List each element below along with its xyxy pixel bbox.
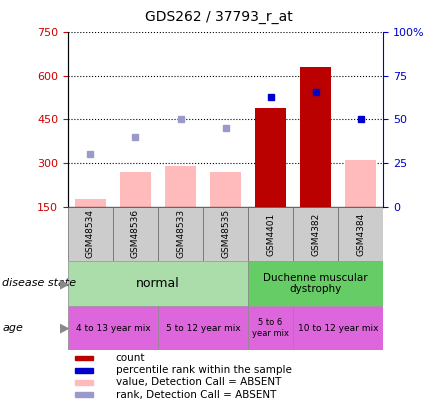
Bar (203, 207, 248, 261)
Bar (74, 199, 106, 207)
Text: rank, Detection Call = ABSENT: rank, Detection Call = ABSENT (116, 390, 276, 400)
Text: ▶: ▶ (60, 277, 70, 290)
Text: age: age (2, 323, 23, 333)
Text: GSM4382: GSM4382 (311, 212, 320, 256)
Bar (338, 207, 383, 261)
Text: 5 to 6
year mix: 5 to 6 year mix (252, 318, 289, 338)
Text: 5 to 12 year mix: 5 to 12 year mix (166, 324, 240, 333)
Bar (300, 67, 332, 207)
Text: GSM48534: GSM48534 (86, 209, 95, 258)
Bar (255, 108, 286, 207)
Text: GSM48535: GSM48535 (221, 209, 230, 258)
Bar (113, 207, 158, 261)
Bar (68, 261, 248, 306)
Text: value, Detection Call = ABSENT: value, Detection Call = ABSENT (116, 377, 281, 388)
Bar (345, 160, 377, 207)
Text: GSM48533: GSM48533 (176, 209, 185, 258)
Text: percentile rank within the sample: percentile rank within the sample (116, 365, 292, 375)
Text: disease state: disease state (2, 279, 76, 288)
Bar (75, 380, 93, 385)
Bar (248, 306, 293, 350)
Text: Duchenne muscular
dystrophy: Duchenne muscular dystrophy (263, 273, 368, 294)
Text: normal: normal (136, 277, 180, 290)
Bar (120, 172, 151, 207)
Bar (68, 306, 158, 350)
Bar (75, 356, 93, 360)
Bar (75, 368, 93, 373)
Bar (293, 207, 338, 261)
Bar (293, 306, 383, 350)
Text: 10 to 12 year mix: 10 to 12 year mix (298, 324, 378, 333)
Bar (248, 207, 293, 261)
Text: GSM4401: GSM4401 (266, 212, 275, 256)
Text: GDS262 / 37793_r_at: GDS262 / 37793_r_at (145, 10, 293, 24)
Bar (75, 392, 93, 397)
Bar (248, 261, 383, 306)
Bar (165, 166, 196, 207)
Bar (210, 172, 241, 207)
Bar (68, 207, 113, 261)
Text: 4 to 13 year mix: 4 to 13 year mix (76, 324, 150, 333)
Text: GSM48536: GSM48536 (131, 209, 140, 258)
Text: GSM4384: GSM4384 (356, 212, 365, 256)
Bar (158, 306, 248, 350)
Bar (158, 207, 203, 261)
Text: count: count (116, 353, 145, 363)
Text: ▶: ▶ (60, 322, 70, 335)
